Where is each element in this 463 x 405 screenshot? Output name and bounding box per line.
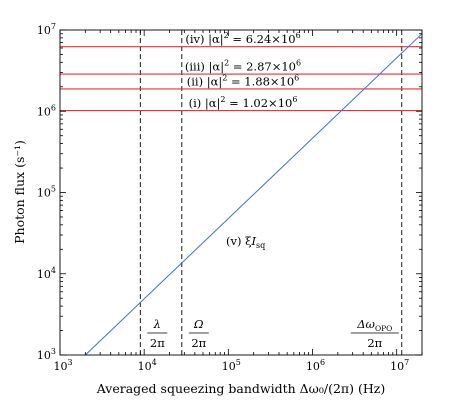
chart-labels-layer: 103 104 105 106 107 103 104 105 106 107 (iv) |α|2 … xyxy=(37,22,409,373)
x-tick-label: 107 xyxy=(390,358,409,373)
hline-label-2: (iii) |α|2 = 2.87×106 xyxy=(185,59,301,75)
y-tick-label: 107 xyxy=(37,22,56,37)
vline-label-omega-numerator: Ω xyxy=(193,317,204,331)
x-tick-label: 105 xyxy=(222,358,241,373)
y-axis-label: Photon flux (s⁻¹) xyxy=(12,140,27,244)
x-axis-label: Averaged squeezing bandwidth Δω₀/(2π) (H… xyxy=(96,381,385,396)
hline-label-4: (i) |α|2 = 1.02×106 xyxy=(189,95,298,111)
y-tick-label: 103 xyxy=(37,347,56,362)
vline-label-omega-denominator: 2π xyxy=(191,336,206,350)
y-tick-label: 106 xyxy=(37,103,56,118)
y-tick-label: 105 xyxy=(37,185,56,200)
hline-label-3: (ii) |α|2 = 1.88×106 xyxy=(187,73,300,89)
series-line-1 xyxy=(84,33,422,355)
chart-lines-layer xyxy=(60,30,422,355)
axis-ticks-layer xyxy=(59,29,423,356)
vline-label-lambda-denominator: 2π xyxy=(150,336,165,350)
y-tick-label: 104 xyxy=(37,266,56,281)
x-tick-label: 103 xyxy=(53,358,72,373)
hline-label-1: (iv) |α|2 = 6.24×106 xyxy=(185,31,300,47)
series-label-1: (v) ξIsq xyxy=(226,234,265,250)
vline-label-lambda-numerator: λ xyxy=(153,317,161,331)
vline-label-delta-omega-opo-numerator: ΔωOPO xyxy=(356,317,392,333)
x-tick-label: 106 xyxy=(306,358,325,373)
x-tick-label: 104 xyxy=(138,358,157,373)
vline-label-delta-omega-opo-denominator: 2π xyxy=(367,336,382,350)
